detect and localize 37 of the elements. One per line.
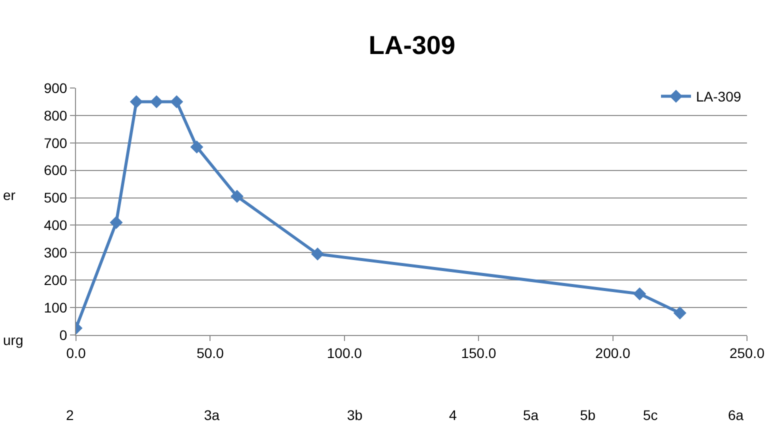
text: 2: [66, 407, 74, 421]
y-tick-label: 100: [44, 299, 68, 316]
text: 3b: [347, 407, 363, 421]
text: er: [3, 187, 16, 203]
text: urg: [3, 332, 24, 348]
y-tick-label: 400: [44, 217, 68, 234]
chart-title: LA-309: [368, 30, 456, 60]
point: [130, 95, 143, 108]
y-tick-label: 500: [44, 190, 68, 206]
y-tick-label: 200: [44, 272, 68, 288]
y-tick-label: 300: [44, 244, 68, 261]
y-tick-label: 800: [44, 107, 68, 124]
text: 5a: [523, 407, 539, 421]
x-tick-label: 200.0: [595, 344, 631, 361]
x-tick-label: 100.0: [326, 344, 362, 361]
point: [633, 287, 646, 300]
x-tick-label: 150.0: [461, 344, 496, 361]
x-tick-label: 0.0: [66, 344, 86, 361]
point: [150, 95, 164, 108]
point: [673, 306, 686, 320]
point: [170, 95, 184, 108]
legend-label: LA-309: [696, 88, 742, 105]
y-tick-label: 600: [44, 162, 68, 178]
text: 3a: [204, 407, 220, 421]
x-tick-label: 250.0: [729, 344, 765, 361]
y-tick-label: 900: [44, 80, 68, 96]
text: 5b: [580, 407, 596, 421]
point: [230, 190, 244, 203]
point: [190, 140, 204, 154]
text: 6a: [728, 407, 744, 421]
text: 4: [449, 407, 457, 421]
point: [110, 216, 123, 229]
y-tick-label: 0: [59, 326, 68, 343]
text: 5c: [643, 407, 658, 421]
point: [311, 248, 324, 261]
x-tick-label: 50.0: [196, 344, 224, 361]
y-tick-label: 700: [44, 134, 68, 151]
